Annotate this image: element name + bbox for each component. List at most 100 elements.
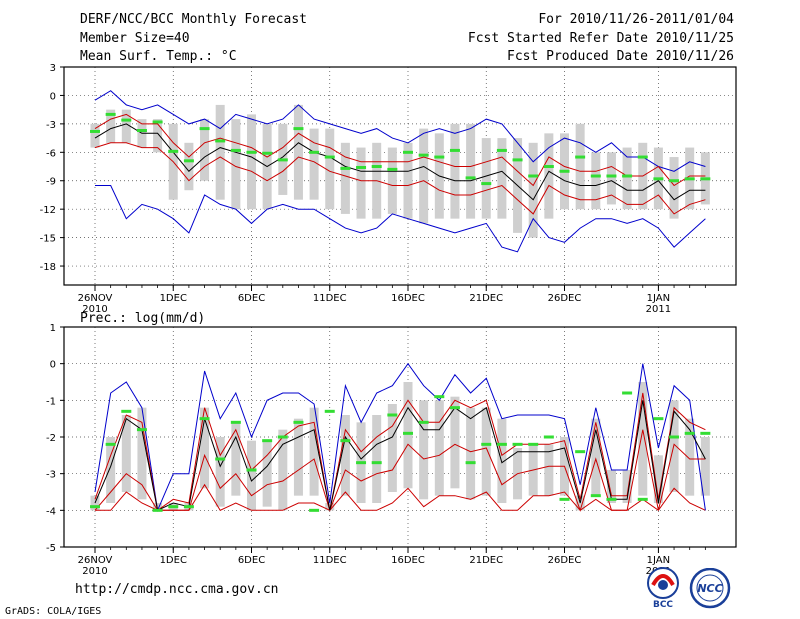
y-tick-label: -9 — [46, 177, 56, 188]
spread-box — [419, 128, 429, 224]
spread-box — [450, 396, 460, 489]
x-tick-label: 11DEC — [313, 555, 347, 566]
spread-box — [387, 147, 397, 214]
spread-box — [121, 415, 131, 492]
grads-credit: GrADS: COLA/IGES — [5, 606, 102, 617]
y-tick-label: -12 — [40, 205, 56, 216]
x-tick-label: 26NOV — [78, 555, 113, 566]
spread-box — [638, 382, 648, 496]
spread-box — [575, 123, 585, 210]
spread-box — [106, 437, 116, 503]
spread-box — [137, 407, 147, 500]
series-line-lower — [94, 142, 706, 215]
spread-box — [622, 147, 632, 210]
spread-box — [434, 400, 444, 496]
spread-box — [669, 157, 679, 219]
ncc-logo-text: NCC — [697, 582, 722, 595]
spread-box — [325, 128, 335, 210]
variable-label: Mean Surf. Temp.: °C — [80, 49, 237, 64]
spread-box — [466, 407, 476, 500]
y-tick-label: 1 — [50, 323, 56, 334]
spread-box — [466, 123, 476, 219]
x-tick-label: 16DEC — [391, 293, 425, 304]
spread-box — [309, 407, 319, 496]
x-tick-label: 6DEC — [238, 555, 265, 566]
spread-box — [106, 109, 116, 143]
y-tick-label: -15 — [40, 234, 56, 245]
spread-box — [403, 142, 413, 219]
spread-box — [544, 444, 554, 496]
x-tick-sublabel: 2010 — [82, 566, 107, 577]
y-tick-label: 0 — [50, 91, 56, 102]
spread-box — [231, 119, 241, 210]
spread-box — [200, 407, 210, 489]
spread-box — [372, 415, 382, 503]
spread-box — [481, 407, 491, 496]
y-tick-label: -3 — [46, 120, 56, 131]
series-line-max — [94, 90, 706, 172]
spread-box — [153, 503, 163, 511]
spread-box — [387, 404, 397, 492]
series-line-lower — [94, 429, 706, 512]
y-tick-label: 3 — [50, 63, 56, 74]
spread-box — [653, 455, 663, 503]
spread-box — [497, 418, 507, 503]
spread-box — [215, 437, 225, 507]
y-tick-label: -5 — [46, 543, 56, 554]
y-tick-label: -4 — [46, 506, 56, 517]
source-url[interactable]: http://cmdp.ncc.cma.gov.cn — [75, 582, 279, 597]
x-tick-sublabel: 2011 — [646, 304, 671, 315]
spread-box — [419, 400, 429, 500]
series-line-max — [94, 362, 706, 513]
spread-box — [184, 142, 194, 191]
spread-box — [528, 142, 538, 238]
spread-box — [340, 415, 350, 496]
spread-box — [231, 422, 241, 496]
series-line-mean — [94, 123, 706, 201]
spread-box — [497, 138, 507, 219]
x-tick-label: 26DEC — [548, 293, 582, 304]
spread-box — [121, 109, 131, 143]
x-tick-label: 6DEC — [238, 293, 265, 304]
forecast-period: For 2010/11/26-2011/01/04 — [538, 12, 734, 27]
plot-frame — [63, 66, 737, 286]
spread-box — [247, 440, 256, 511]
spread-box — [591, 152, 601, 210]
spread-box — [591, 418, 601, 496]
ncc-logo: NCC — [689, 568, 731, 609]
spread-box — [622, 470, 632, 503]
x-tick-label: 26NOV — [78, 293, 113, 304]
spread-box — [262, 440, 272, 507]
x-tick-sublabel: 2010 — [82, 304, 107, 315]
spread-box — [325, 503, 335, 511]
series-line-upper — [94, 113, 706, 187]
spread-box — [215, 104, 225, 200]
x-tick-label: 26DEC — [548, 555, 582, 566]
spread-box — [200, 119, 210, 181]
precip-label: Prec.: log(mm/d) — [80, 311, 206, 326]
x-tick-label: 1DEC — [160, 555, 187, 566]
x-tick-label: 21DEC — [469, 555, 503, 566]
series-line-min — [95, 483, 706, 511]
spread-box — [247, 114, 256, 210]
x-tick-label: 16DEC — [391, 555, 425, 566]
member-size: Member Size=40 — [80, 31, 190, 46]
bcc-logo: BCC — [647, 567, 679, 609]
spread-box — [293, 418, 303, 496]
x-tick-label: 1DEC — [160, 293, 187, 304]
y-tick-label: -1 — [46, 396, 56, 407]
produced-date: Fcst Produced Date 2010/11/26 — [507, 49, 734, 64]
spread-box — [606, 470, 616, 503]
bcc-logo-text: BCC — [653, 600, 673, 609]
y-tick-label: -2 — [46, 433, 56, 444]
series-line-min — [95, 185, 706, 253]
x-tick-label: 1JAN — [647, 555, 670, 566]
started-refer-date: Fcst Started Refer Date 2010/11/25 — [467, 31, 734, 46]
plot-frame — [63, 326, 737, 548]
spread-box — [450, 123, 460, 219]
spread-box — [403, 382, 413, 489]
spread-box — [481, 138, 491, 219]
